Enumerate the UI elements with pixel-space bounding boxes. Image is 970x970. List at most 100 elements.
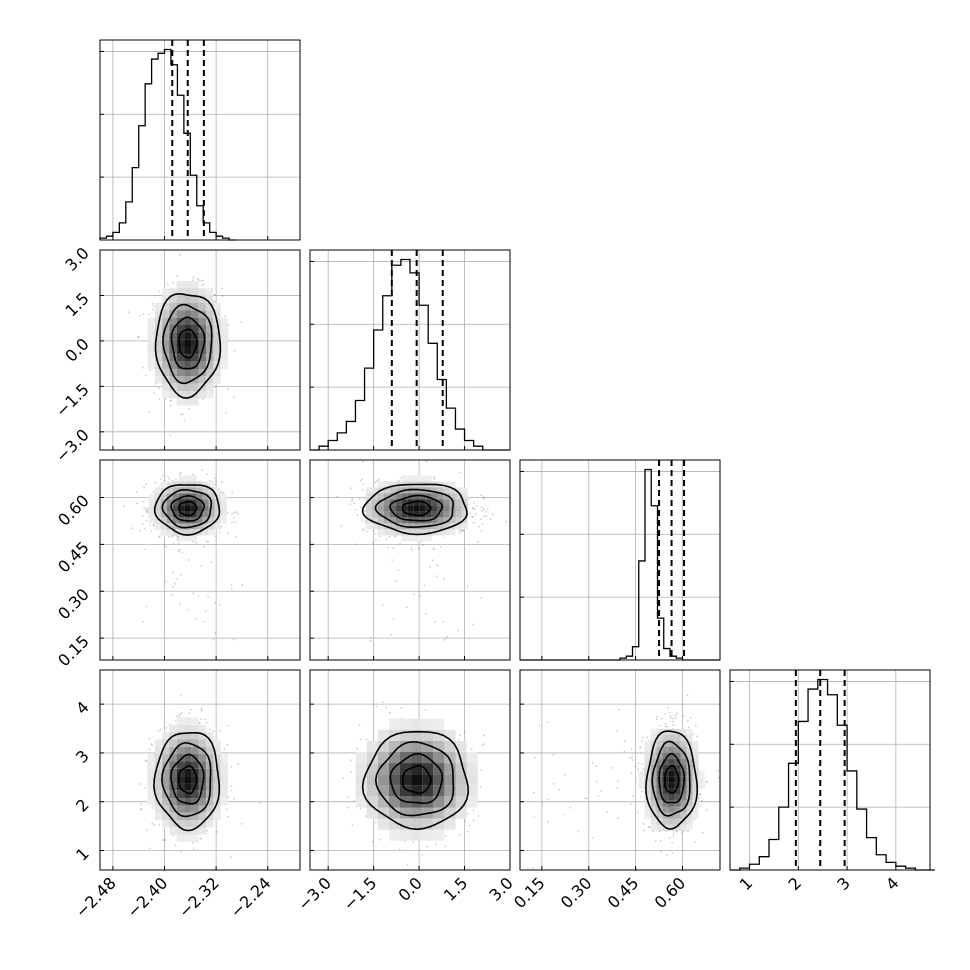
- sample-point: [370, 636, 373, 639]
- histogram-step: [310, 258, 510, 451]
- sample-point: [175, 478, 177, 481]
- density-cell: [401, 535, 408, 542]
- sample-point: [161, 474, 164, 477]
- density-cell: [191, 398, 199, 406]
- density-cell: [198, 776, 206, 784]
- density-cell: [169, 339, 177, 347]
- sample-point: [145, 508, 147, 511]
- density-cell: [184, 295, 192, 303]
- density-cell: [220, 511, 227, 518]
- sample-point: [443, 536, 446, 539]
- sample-point: [142, 313, 145, 315]
- density-cell: [383, 529, 390, 536]
- density-cell: [154, 783, 163, 791]
- density-cell: [176, 754, 184, 762]
- density-cell: [176, 805, 184, 813]
- density-cell: [371, 511, 378, 518]
- sample-point: [385, 538, 387, 541]
- sample-point: [462, 529, 465, 532]
- sample-point: [197, 279, 200, 281]
- density-cell: [162, 354, 170, 362]
- sample-point: [200, 280, 203, 282]
- density-cell: [383, 493, 390, 500]
- sample-point: [172, 281, 175, 284]
- density-cell: [455, 487, 462, 494]
- density-contour: [178, 328, 198, 359]
- density-cell: [162, 783, 170, 791]
- sample-point: [181, 551, 184, 554]
- density-cell: [425, 505, 432, 512]
- density-cell: [184, 732, 192, 740]
- density-cell: [154, 768, 163, 777]
- density-cell: [449, 481, 456, 488]
- sample-point: [148, 313, 150, 316]
- density-cell: [461, 493, 468, 500]
- sample-point: [372, 541, 374, 544]
- density-cell: [176, 790, 184, 799]
- sample-point: [429, 566, 431, 568]
- sample-point: [358, 498, 361, 500]
- density-cell: [206, 383, 214, 391]
- sample-point: [146, 510, 149, 513]
- sample-point: [195, 541, 198, 544]
- density-cell: [401, 517, 408, 524]
- sample-point: [365, 738, 368, 741]
- sample-point: [210, 561, 212, 564]
- sample-point: [176, 274, 179, 277]
- sample-point: [470, 748, 473, 751]
- sample-point: [142, 620, 144, 623]
- sample-point: [480, 518, 482, 520]
- density-cell: [455, 499, 462, 506]
- density-cell: [206, 812, 214, 820]
- panel-frame: [519, 459, 721, 661]
- sample-point: [146, 829, 148, 832]
- density-cell: [401, 505, 408, 512]
- density-contour: [162, 303, 213, 385]
- density-cell: [148, 505, 155, 512]
- sample-point: [392, 618, 395, 621]
- sample-point: [413, 593, 415, 596]
- density-cell: [437, 517, 444, 524]
- density-cell: [190, 505, 197, 512]
- density-cell: [191, 776, 199, 784]
- density-cell: [176, 310, 184, 318]
- density-cell: [220, 768, 228, 777]
- density-cell: [206, 295, 214, 303]
- density-cell: [407, 529, 414, 536]
- sample-point: [198, 722, 201, 724]
- sample-point: [458, 471, 461, 474]
- density-cell: [147, 332, 155, 340]
- sample-point: [143, 486, 145, 489]
- density-cell: [389, 529, 396, 536]
- sample-point: [164, 838, 167, 841]
- density-cell: [154, 790, 163, 799]
- density-cell: [431, 511, 438, 518]
- density-cell: [154, 761, 163, 769]
- sample-point: [214, 477, 217, 480]
- sample-point: [231, 513, 234, 515]
- sample-point: [214, 601, 217, 604]
- sample-point: [151, 822, 154, 825]
- density-cell: [191, 732, 199, 740]
- sample-point: [199, 837, 201, 840]
- sample-point: [419, 595, 422, 597]
- density-cell: [191, 383, 199, 391]
- density-cell: [206, 805, 214, 813]
- density-cell: [413, 475, 420, 482]
- sample-point: [444, 834, 447, 837]
- sample-point: [166, 283, 169, 286]
- density-cell: [154, 805, 163, 813]
- density-cell: [455, 493, 462, 500]
- density-cell: [395, 529, 402, 536]
- density-cell: [154, 812, 163, 820]
- density-cell: [184, 746, 192, 755]
- density-cell: [196, 523, 203, 530]
- scatter-panel: [309, 459, 511, 661]
- sample-point: [123, 505, 125, 508]
- sample-point: [336, 495, 338, 498]
- density-cell: [162, 376, 170, 384]
- sample-point: [478, 525, 481, 528]
- density-cell: [208, 517, 215, 524]
- density-cell: [172, 523, 179, 530]
- density-cell: [443, 481, 450, 488]
